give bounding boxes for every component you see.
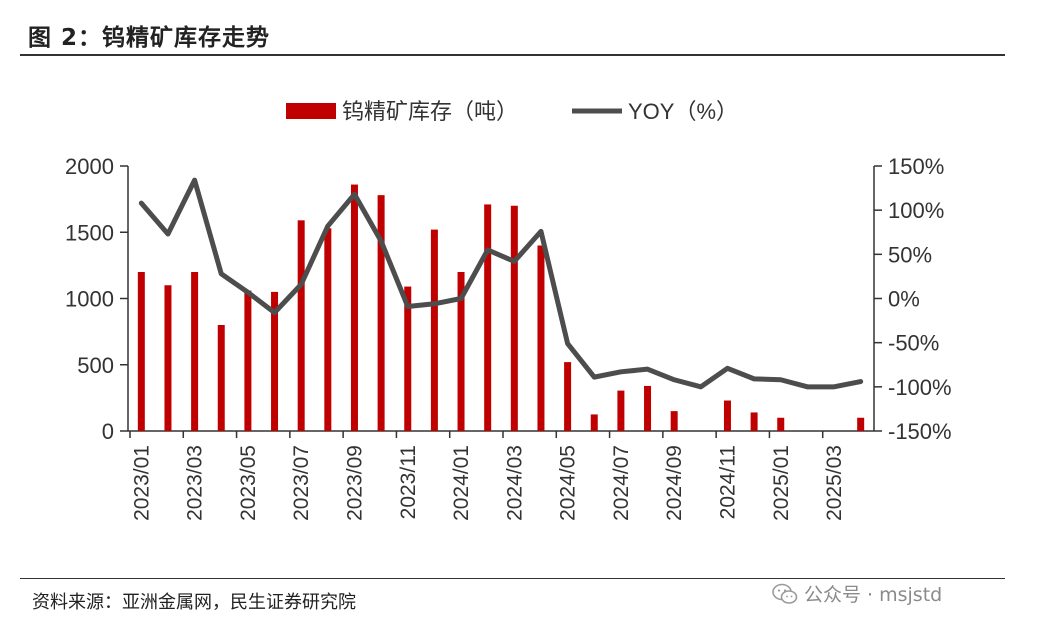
yoy-line (138, 177, 864, 390)
right-tick-label: 50% (888, 242, 932, 267)
inventory-bar (777, 417, 785, 431)
inventory-bar (297, 220, 305, 431)
chart-svg: 钨精矿库存（吨） YOY（%） 0 500 1000 1500 2000 -150% -10… (65, 99, 952, 521)
x-tick-label: 2023/05 (237, 445, 260, 521)
source-note: 资料来源：亚洲金属网，民生证券研究院 (32, 592, 356, 613)
left-tick-label: 500 (77, 353, 114, 378)
line-series (138, 177, 864, 390)
wechat-icon (772, 583, 798, 604)
inventory-bar (377, 195, 385, 431)
x-tick-label: 2024/03 (503, 445, 526, 521)
x-tick-label: 2023/09 (343, 445, 366, 521)
inventory-bar (857, 417, 865, 431)
inventory-bar (723, 400, 731, 431)
right-tick-label: -50% (888, 331, 939, 356)
legend-bar-swatch (286, 103, 336, 119)
right-tick-label: 150% (888, 154, 944, 179)
right-tick-label: -100% (888, 375, 952, 400)
inventory-bar (430, 229, 438, 431)
inventory-bar (564, 362, 572, 431)
legend-bar-label: 钨精矿库存（吨） (342, 99, 518, 124)
inventory-bar (617, 390, 625, 431)
bar-series (137, 184, 865, 431)
x-tick-label: 2025/03 (823, 445, 846, 521)
x-tick-label: 2023/03 (184, 445, 207, 521)
inventory-bar (510, 205, 518, 431)
bottom-rule (20, 578, 1005, 579)
x-tick-label: 2024/11 (716, 445, 739, 519)
figure-title: 图 2：钨精矿库存走势 (28, 25, 271, 51)
inventory-bar (750, 412, 758, 431)
left-tick-label: 2000 (65, 154, 114, 179)
inventory-bar (404, 286, 412, 431)
inventory-bar (350, 184, 358, 431)
inventory-bar (191, 272, 199, 431)
x-tick-label: 2023/07 (290, 445, 313, 521)
inventory-bar (271, 291, 279, 431)
x-tick-label: 2024/01 (450, 445, 473, 521)
legend: 钨精矿库存（吨） YOY（%） (286, 99, 738, 124)
x-tick-label: 2023/11 (397, 445, 420, 519)
x-tick-label: 2024/07 (610, 445, 633, 521)
inventory-bar (137, 272, 145, 431)
inventory-bar (244, 290, 252, 431)
inventory-bar (457, 272, 465, 431)
left-tick-label: 0 (102, 419, 114, 444)
right-tick-label: -150% (888, 419, 952, 444)
inventory-bar (164, 285, 172, 431)
watermark: 公众号 · msjstd (772, 580, 942, 607)
right-tick-label: 100% (888, 198, 944, 223)
watermark-text: 公众号 · msjstd (804, 584, 943, 606)
x-tick-label: 2024/09 (663, 445, 686, 521)
inventory-bar (590, 414, 598, 431)
x-tick-label: 2023/01 (130, 445, 153, 521)
inventory-bar (484, 204, 492, 431)
left-tick-label: 1000 (65, 287, 114, 312)
title-rule (20, 54, 1005, 56)
x-tick-label: 2025/01 (770, 445, 793, 521)
left-tick-label: 1500 (65, 220, 114, 245)
legend-line-label: YOY（%） (628, 99, 738, 124)
right-tick-label: 0% (888, 287, 920, 312)
inventory-bar (537, 245, 545, 431)
axes: 0 500 1000 1500 2000 -150% -100% -50% 0% 50% 100% 1… (65, 154, 952, 521)
inventory-bar (324, 228, 332, 431)
inventory-bar (670, 411, 678, 431)
inventory-bar (644, 385, 652, 431)
x-tick-label: 2024/05 (557, 445, 580, 521)
inventory-bar (217, 325, 225, 431)
